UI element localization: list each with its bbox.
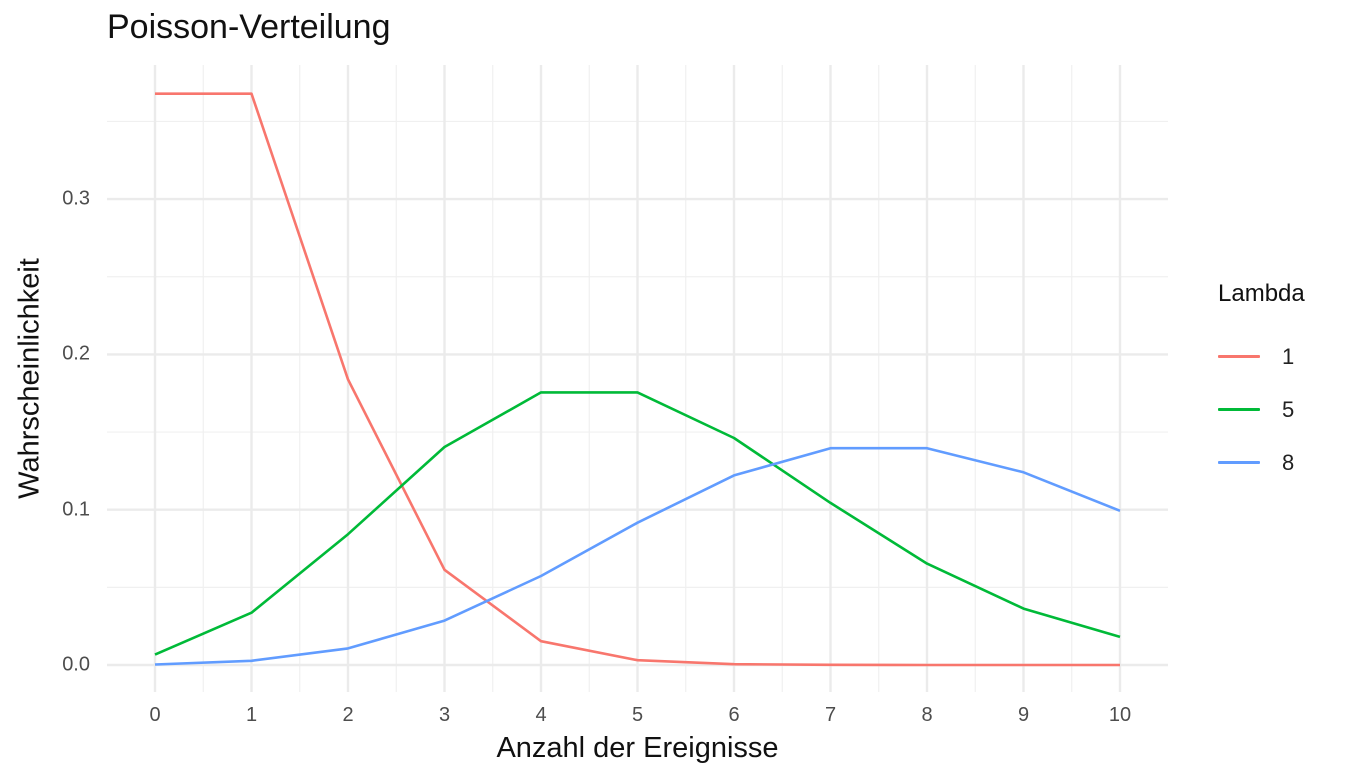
legend-label: 5 — [1282, 396, 1295, 422]
y-tick-label: 0.2 — [62, 342, 90, 365]
x-tick-label: 10 — [1108, 704, 1132, 726]
series-line-lambda-1 — [155, 92, 1120, 667]
legend-label: 8 — [1282, 449, 1295, 475]
grid-lines — [107, 65, 1168, 692]
series-line-lambda-5 — [154, 391, 1121, 656]
legend-key-swatch — [1218, 355, 1260, 358]
data-lines — [154, 92, 1121, 667]
legend-item-lambda-8: 8 — [1218, 436, 1305, 489]
series-line-lambda-8 — [154, 446, 1121, 666]
x-tick-label: 1 — [245, 704, 258, 726]
x-axis-label: Anzahl der Ereignisse — [496, 732, 779, 764]
legend-items: 1 5 8 — [1218, 330, 1305, 489]
x-tick-label: 8 — [921, 704, 933, 726]
legend-item-lambda-1: 1 — [1218, 330, 1305, 383]
x-tick-label: 5 — [631, 704, 644, 726]
x-tick-label: 7 — [824, 704, 837, 726]
x-tick-label: 9 — [1017, 704, 1030, 726]
legend-key-swatch — [1218, 408, 1260, 411]
y-tick-label: 0.0 — [62, 653, 90, 676]
y-tick-label: 0.3 — [62, 187, 90, 210]
legend-key-swatch — [1218, 461, 1260, 464]
x-tick-label: 4 — [535, 704, 547, 726]
x-tick-label: 2 — [342, 704, 354, 726]
legend-label: 1 — [1282, 343, 1295, 369]
legend: Lambda 1 5 8 — [1218, 280, 1305, 489]
x-tick-label: 6 — [728, 704, 740, 726]
y-axis-label: Wahrscheinlichkeit — [13, 258, 46, 499]
x-tick-label: 3 — [438, 704, 451, 726]
chart-title: Poisson-Verteilung — [107, 8, 391, 46]
y-tick-label: 0.1 — [62, 498, 90, 521]
legend-item-lambda-5: 5 — [1218, 383, 1305, 436]
x-tick-label: 0 — [149, 704, 161, 726]
legend-title: Lambda — [1218, 280, 1305, 307]
